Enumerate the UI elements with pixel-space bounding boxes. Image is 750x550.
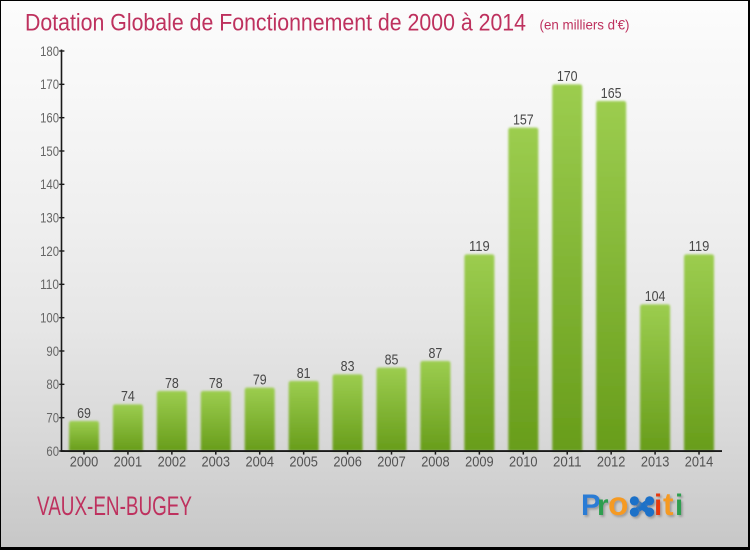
svg-text:P: P	[581, 489, 601, 522]
svg-text:60: 60	[46, 444, 59, 459]
svg-text:2005: 2005	[289, 454, 318, 470]
svg-text:140: 140	[40, 177, 59, 192]
svg-text:170: 170	[40, 77, 59, 92]
svg-text:2004: 2004	[245, 454, 274, 470]
svg-text:2003: 2003	[202, 454, 231, 470]
svg-text:2012: 2012	[597, 454, 626, 470]
svg-text:2001: 2001	[114, 454, 143, 470]
svg-text:79: 79	[253, 372, 267, 388]
svg-text:150: 150	[40, 144, 59, 159]
svg-text:74: 74	[121, 389, 135, 405]
svg-text:78: 78	[209, 376, 223, 392]
svg-text:104: 104	[645, 289, 666, 305]
svg-text:2013: 2013	[641, 454, 670, 470]
svg-text:t: t	[663, 486, 674, 522]
svg-text:2011: 2011	[553, 454, 582, 470]
svg-text:119: 119	[469, 239, 490, 255]
svg-text:2009: 2009	[465, 454, 494, 470]
svg-text:130: 130	[40, 210, 59, 225]
svg-text:87: 87	[429, 346, 443, 362]
svg-text:Dotation Globale de Fonctionne: Dotation Globale de Fonctionnement de 20…	[25, 9, 526, 36]
svg-text:120: 120	[40, 244, 59, 259]
svg-text:(en milliers d'€): (en milliers d'€)	[540, 18, 630, 33]
svg-text:165: 165	[601, 86, 622, 102]
svg-text:85: 85	[385, 352, 399, 368]
svg-text:110: 110	[40, 277, 59, 292]
svg-text:i: i	[675, 489, 683, 522]
svg-text:2000: 2000	[70, 454, 99, 470]
svg-text:2014: 2014	[685, 454, 714, 470]
svg-text:r: r	[597, 489, 609, 522]
svg-text:2006: 2006	[333, 454, 362, 470]
svg-text:157: 157	[513, 112, 534, 128]
svg-text:2002: 2002	[158, 454, 187, 470]
svg-text:80: 80	[46, 377, 59, 392]
svg-text:81: 81	[297, 366, 311, 382]
svg-text:VAUX-EN-BUGEY: VAUX-EN-BUGEY	[37, 491, 192, 521]
svg-text:69: 69	[77, 406, 91, 422]
svg-text:o: o	[608, 486, 628, 523]
svg-text:70: 70	[46, 410, 59, 425]
svg-text:78: 78	[165, 376, 179, 392]
svg-text:2010: 2010	[509, 454, 538, 470]
svg-text:83: 83	[341, 359, 355, 375]
svg-text:i: i	[654, 489, 662, 522]
svg-text:180: 180	[40, 44, 59, 59]
svg-text:160: 160	[40, 110, 59, 125]
svg-text:100: 100	[40, 310, 59, 325]
svg-text:2008: 2008	[421, 454, 450, 470]
svg-text:90: 90	[46, 344, 59, 359]
svg-text:2007: 2007	[377, 454, 406, 470]
svg-text:170: 170	[557, 69, 578, 85]
svg-text:119: 119	[689, 239, 710, 255]
